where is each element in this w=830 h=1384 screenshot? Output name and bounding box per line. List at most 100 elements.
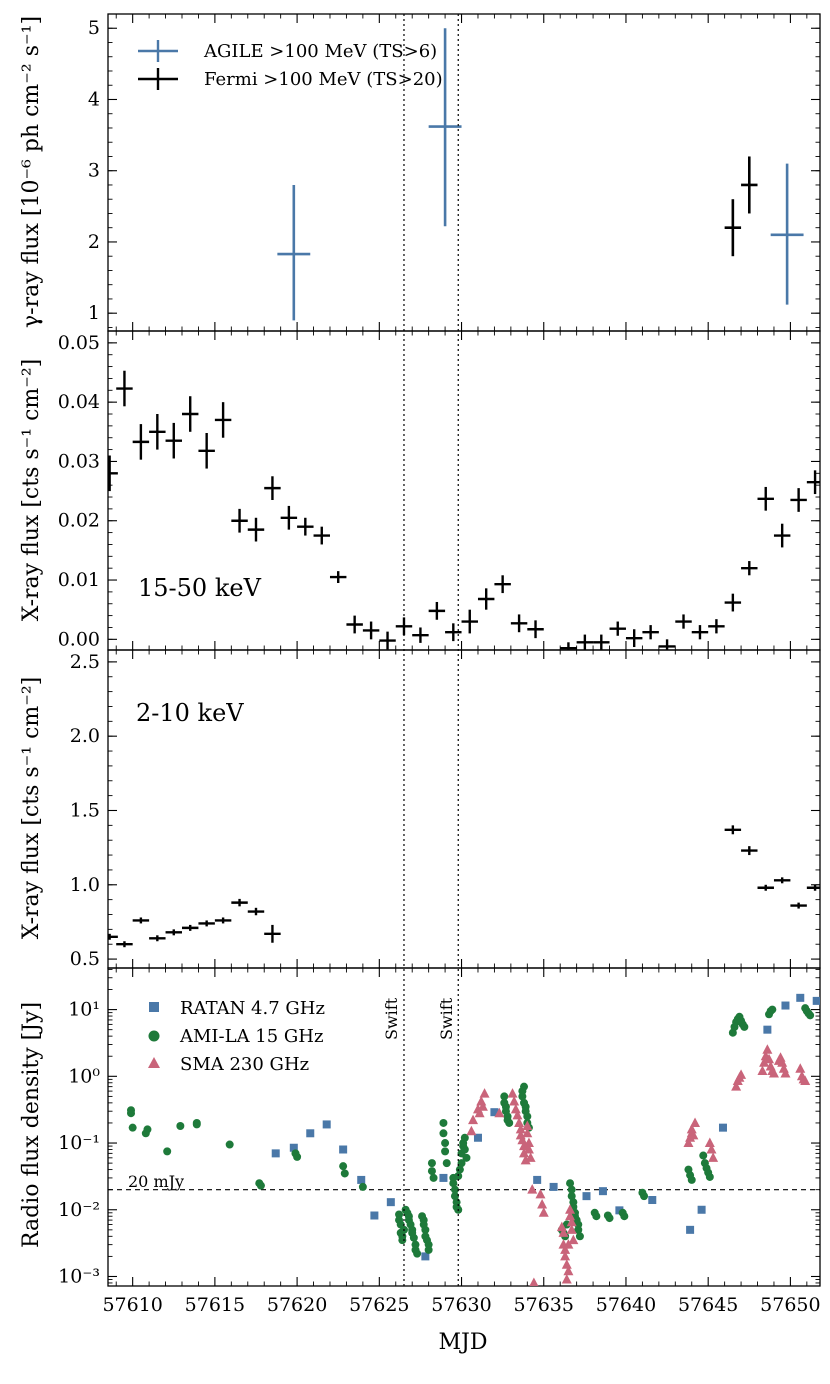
sma-230-ghz-point [686,1123,697,1134]
sma-230-ghz-point [520,1154,531,1165]
soft-xray-point [132,917,150,924]
soft-xray-data [108,825,820,948]
sma-230-ghz-point [522,1120,533,1131]
ami-la-15-ghz-point [225,1140,234,1149]
hard-xray-point [790,488,807,512]
soft-xray-point [231,898,248,907]
hard-xray-point [280,505,298,530]
ami-la-15-ghz-point [429,1173,438,1182]
hard-xray-point [165,422,182,459]
hard-xray-point [297,517,314,536]
hard-xray-point [806,470,820,495]
legend-ami-marker [148,1030,160,1042]
ami-la-15-ghz-point [566,1179,575,1188]
legend-ami-label: AMI-LA 15 GHz [179,1026,323,1047]
ami-la-15-ghz-point [457,1159,466,1168]
ratan-4-7-ghz-point [763,1025,772,1034]
hard-xray-point [313,526,330,545]
ami-la-15-ghz-point [176,1122,185,1131]
hard-xray-point [757,486,774,511]
legend-fermi-label: Fermi >100 MeV (TS>20) [204,69,443,90]
ami-la-15-ghz-point [441,1147,450,1156]
sma-230-ghz-point [477,1101,488,1111]
legend-ratan-marker [149,1002,159,1012]
sma-230-ghz-point [563,1239,574,1249]
sma-230-ghz-point [688,1129,699,1140]
sma-230-ghz-point [527,1184,538,1194]
sma-230-ghz-point [706,1143,717,1154]
ratan-4-7-ghz-point [812,996,820,1005]
hard-xray-panel: 0.00 0.01 0.02 0.03 0.04 0.05 [58,330,821,651]
sma-230-ghz-point [736,1069,747,1079]
sma-230-ghz-point [764,1053,775,1064]
xtick-label: 57620 [267,1294,327,1316]
soft-xray-point [790,902,807,909]
sma-230-ghz-point [494,1107,505,1118]
ami-la-15-ghz-point [455,1165,464,1174]
ami-la-15-ghz-point [340,1169,349,1178]
swift-label-1: Swift [382,997,401,1040]
sma-230-ghz-point [466,1125,477,1136]
soft-xray-energy-label: 2-10 keV [136,699,244,727]
sma-230-ghz-point [561,1274,572,1284]
sma-230-ghz-point [775,1052,786,1062]
soft-xray-panel: 0.5 1.0 1.5 2.0 2.5 [70,649,821,970]
hard-xray-point [576,634,594,650]
legend-agile-label: AGILE >100 MeV (TS>6) [203,41,437,62]
radio-legend: RATAN 4.7 GHz AMI-LA 15 GHz SMA 230 GHz [148,998,325,1075]
ami-la-15-ghz-point [620,1212,629,1221]
sma-230-ghz-point [568,1234,579,1245]
hard-xray-point [625,629,643,648]
ami-la-15-ghz-point [441,1139,450,1148]
hard-xray-point [675,614,692,629]
ami-la-15-ghz-point [500,1092,509,1101]
radio-ytick-label: 10¹ [68,999,100,1021]
hard-xray-ytick-label: 0.01 [58,569,100,591]
ratan-4-7-ghz-point [781,1001,790,1010]
ratan-4-7-ghz-point [271,1149,280,1158]
ratan-4-7-ghz-point [339,1145,348,1154]
ami-la-15-ghz-point [699,1151,708,1160]
hard-xray-point [362,621,380,640]
ratan-4-7-ghz-point [357,1175,366,1184]
radio-frame [107,967,821,1287]
sma-230-ghz-point [522,1127,533,1138]
ami-la-15-ghz-point [424,1245,433,1254]
ami-la-15-ghz-point [442,1159,451,1168]
soft-xray-point [108,933,118,940]
sma-230-ghz-point [565,1204,576,1214]
ami-la-15-ghz-point [358,1182,367,1191]
hard-xray-ytick-label: 0.05 [58,332,100,354]
sma-230-ghz-point [523,1143,534,1154]
soft-xray-point [214,917,232,924]
hard-xray-point [724,593,742,612]
hard-xray-point [494,575,511,594]
hard-xray-point [741,561,758,576]
xtick-label: 57610 [102,1294,162,1316]
soft-xray-ytick-label: 1.0 [70,874,100,896]
hard-xray-point [149,414,166,450]
agile-100-mev-ts-6-point [277,184,311,321]
hard-xray-point [658,639,676,650]
ratan-4-7-ghz-point [697,1205,706,1214]
ami-la-15-ghz-point [439,1118,448,1127]
sma-230-ghz-point [690,1117,701,1127]
fermi-100-mev-ts-20-point [741,156,758,214]
ratan-4-7-ghz-point [582,1192,591,1201]
ami-la-15-ghz-point [127,1109,136,1118]
xtick-label: 57645 [678,1294,738,1316]
gamma-ytick-label: 5 [88,17,100,39]
sma-230-ghz-point [525,1152,536,1162]
gamma-legend: AGILE >100 MeV (TS>6) Fermi >100 MeV (TS… [138,40,443,90]
xtick-label: 57640 [596,1294,656,1316]
hard-xray-point [412,627,429,643]
ami-la-15-ghz-point [413,1249,422,1258]
ami-la-15-ghz-point [427,1159,436,1168]
sma-230-ghz-point [519,1147,530,1158]
hard-xray-point [329,571,347,583]
ami-la-15-ghz-point [439,1129,448,1138]
hard-xray-point [642,625,659,640]
sma-230-ghz-point [757,1065,768,1076]
radio-ytick-label: 10⁻³ [58,1265,100,1287]
